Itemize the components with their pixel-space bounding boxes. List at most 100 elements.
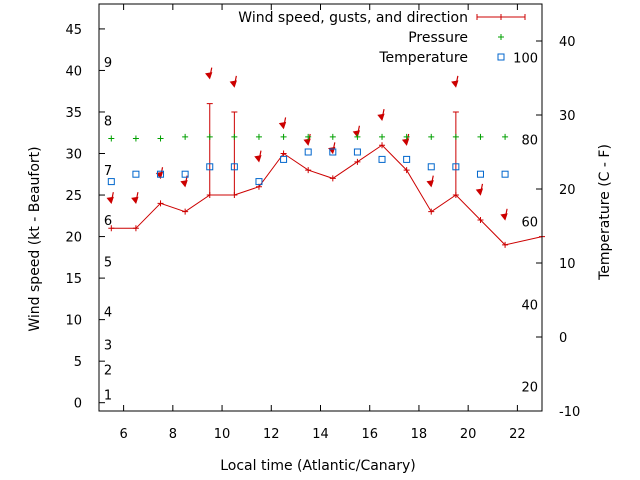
temperature-point: [255, 178, 263, 186]
y2-tick-label: 40: [559, 35, 576, 50]
legend: Wind speed, gusts, and direction Pressure…: [238, 10, 526, 66]
pressure-point: [477, 133, 484, 140]
y-tick-label: 35: [65, 106, 82, 121]
wind-direction-arrowhead: [180, 180, 188, 188]
legend-label-pressure: Pressure: [408, 30, 468, 46]
x-tick-label: 18: [411, 427, 428, 442]
x-tick-label: 6: [119, 427, 127, 442]
pressure-point: [231, 133, 238, 140]
wind-direction-arrowhead: [106, 196, 114, 205]
wind-speed-point: [428, 208, 435, 215]
pressure-point: [108, 135, 115, 142]
temperature-point: [280, 155, 288, 163]
wind-direction-arrowhead: [229, 80, 237, 88]
pressure-point: [428, 133, 435, 140]
x-tick-label: 12: [263, 427, 280, 442]
x-tick-label: 16: [361, 427, 378, 442]
x-tick-label: 22: [509, 427, 526, 442]
wind-speed-point: [132, 225, 139, 232]
pressure-point: [502, 133, 509, 140]
wind-speed-point: [403, 167, 410, 174]
beaufort-label: 5: [104, 255, 112, 270]
temperature-point: [501, 170, 509, 178]
fahrenheit-label: 80: [521, 133, 538, 148]
temperature-point: [132, 170, 140, 178]
wind-direction-arrowhead: [451, 80, 459, 88]
beaufort-label: 1: [104, 388, 112, 403]
temperature-point: [181, 170, 189, 178]
y2-tick-label: -10: [559, 405, 580, 420]
temperature-point: [452, 163, 460, 171]
wind-direction-arrowhead: [401, 138, 410, 146]
fahrenheit-label: 60: [521, 216, 538, 231]
beaufort-label: 3: [104, 339, 112, 354]
temperature-point: [230, 163, 238, 171]
legend-swatch-temperature: [497, 53, 505, 61]
pressure-point: [182, 133, 189, 140]
wind-direction-arrowhead: [131, 196, 139, 205]
x-tick-label: 8: [169, 427, 177, 442]
fahrenheit-label: 20: [521, 381, 538, 396]
wind-direction-arrowhead: [475, 188, 484, 196]
y-tick-label: 0: [74, 397, 82, 412]
fahrenheit-label: 100: [513, 51, 538, 66]
wind-direction-arrowhead: [426, 180, 434, 188]
wind-direction-arrowhead: [377, 113, 385, 121]
temperature-point: [476, 170, 484, 178]
pressure-point: [379, 133, 386, 140]
y2-tick-label: 0: [559, 331, 567, 346]
pressure-point: [255, 133, 262, 140]
y-tick-label: 20: [65, 231, 82, 246]
temperature-point: [403, 155, 411, 163]
wind-speed-line: [111, 144, 543, 246]
beaufort-label: 8: [104, 114, 112, 129]
wind-direction-arrowhead: [155, 171, 164, 180]
y-tick-label: 45: [65, 23, 82, 38]
legend-label-wind: Wind speed, gusts, and direction: [238, 10, 468, 26]
beaufort-label: 7: [104, 164, 112, 179]
x-axis-label: Local time (Atlantic/Canary): [220, 458, 416, 474]
wind-direction-arrowhead: [352, 130, 361, 138]
x-tick-label: 20: [460, 427, 477, 442]
wind-speed-point: [379, 142, 386, 149]
y-tick-label: 25: [65, 189, 82, 204]
pressure-point: [132, 135, 139, 142]
wind-speed-point: [305, 167, 312, 174]
beaufort-label: 6: [104, 214, 112, 229]
beaufort-label: 2: [104, 363, 112, 378]
wind-direction-arrowhead: [500, 213, 508, 221]
pressure-point: [206, 133, 213, 140]
y-tick-label: 5: [74, 355, 82, 370]
y2-tick-label: 30: [559, 109, 576, 124]
y2-axis-label: Temperature (C - F): [597, 144, 613, 281]
temperature-point: [353, 148, 361, 156]
temperature-point: [427, 163, 435, 171]
wind-direction-arrowhead: [303, 138, 311, 146]
wind-speed-point: [329, 175, 336, 182]
wind-speed-point: [157, 200, 164, 207]
y2-tick-label: 10: [559, 257, 576, 272]
y-tick-label: 10: [65, 314, 82, 329]
pressure-point: [354, 133, 361, 140]
wind-direction-arrowhead: [205, 72, 213, 80]
wind-speed-point: [502, 241, 509, 248]
legend-label-temperature: Temperature: [378, 50, 468, 66]
wind-gust-bar: [231, 111, 238, 196]
y-axis-label: Wind speed (kt - Beaufort): [27, 146, 43, 331]
temperature-point: [378, 155, 386, 163]
y-tick-label: 15: [65, 272, 82, 287]
series-layer: [106, 67, 545, 248]
wind-gust-bar: [452, 111, 459, 196]
beaufort-label: 4: [104, 305, 112, 320]
pressure-point: [305, 133, 312, 140]
wind-speed-point: [108, 225, 115, 232]
wind-speed-point: [182, 208, 189, 215]
pressure-point: [280, 133, 287, 140]
temperature-point: [304, 148, 312, 156]
pressure-point: [403, 133, 410, 140]
y2-tick-label: 20: [559, 183, 576, 198]
axes-layer: 6 8 10 12 14 16 18 20 22051015202530354045-10010…: [65, 3, 580, 442]
y-tick-label: 40: [65, 64, 82, 79]
pressure-point: [329, 133, 336, 140]
